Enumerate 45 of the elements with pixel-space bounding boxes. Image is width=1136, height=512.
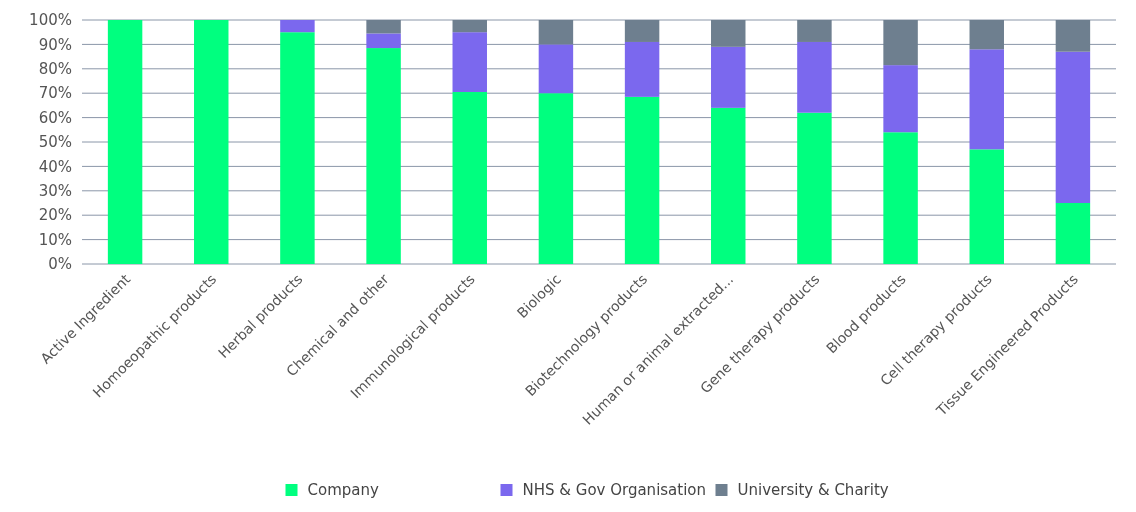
bar [452,91,487,264]
bar [883,132,918,264]
bar [366,48,401,264]
bar [1055,203,1091,264]
legend-label: University & Charity [737,481,889,500]
bar [969,20,1004,50]
bar [452,32,487,92]
bar [194,20,229,264]
bar [1055,20,1091,52]
y-tick-label: 70% [38,84,72,103]
bar [797,20,832,42]
bar [883,65,918,133]
bar [280,32,315,264]
bar [797,112,832,264]
y-tick-label: 10% [38,230,72,249]
bar [711,46,746,108]
bar [797,41,832,113]
bar [1055,51,1091,203]
bar [280,20,315,33]
y-tick-label: 50% [38,133,72,152]
bar [624,20,660,42]
bar [366,20,401,34]
y-tick-label: 80% [38,60,72,79]
y-tick-label: 0% [48,255,72,274]
legend-label: NHS & Gov Organisation [522,481,707,500]
bar [538,20,574,45]
bar [969,149,1004,264]
bar [624,96,660,264]
bar [969,49,1004,150]
bar [538,93,574,264]
legend-label: Company [307,481,379,500]
y-tick-label: 60% [38,108,72,127]
bar [452,20,487,33]
y-tick-label: 40% [38,157,72,176]
bar [711,20,746,47]
y-tick-label: 100% [29,11,72,30]
bar [883,20,918,66]
y-tick-label: 90% [38,35,72,54]
bar [366,33,401,49]
bar [538,44,574,94]
bar [624,41,660,97]
bar [107,20,143,264]
bar [711,107,746,264]
y-tick-label: 30% [38,182,72,201]
y-tick-label: 20% [38,206,72,225]
